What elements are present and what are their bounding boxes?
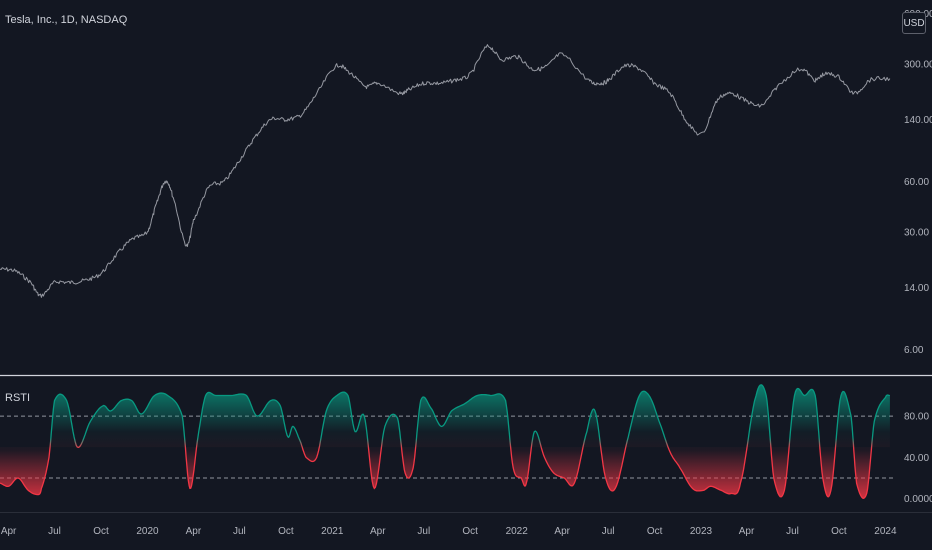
rsti-series-line[interactable]: [0, 384, 890, 499]
x-tick-label: Apr: [370, 526, 386, 537]
x-tick-label: Oct: [831, 526, 847, 537]
x-tick-label: 2023: [690, 526, 713, 537]
symbol-title: Tesla, Inc., 1D, NASDAQ: [5, 14, 128, 26]
x-tick-label: Jul: [48, 526, 61, 537]
x-tick-label: Oct: [278, 526, 294, 537]
x-tick-label: 2024: [874, 526, 897, 537]
x-tick-label: Jul: [233, 526, 246, 537]
rsti-y-tick-label: 40.00: [904, 453, 929, 464]
x-tick-label: Apr: [1, 526, 17, 537]
x-tick-label: Apr: [739, 526, 755, 537]
currency-button[interactable]: USD: [902, 12, 926, 34]
x-tick-label: Apr: [554, 526, 570, 537]
price-series-line[interactable]: [0, 44, 891, 298]
x-tick-label: 2021: [321, 526, 344, 537]
x-tick-label: Oct: [647, 526, 663, 537]
x-tick-label: 2020: [136, 526, 159, 537]
x-tick-label: Oct: [462, 526, 478, 537]
price-y-tick-label: 6.00: [904, 345, 924, 356]
price-y-tick-label: 60.00: [904, 177, 929, 188]
x-tick-label: Oct: [93, 526, 109, 537]
time-x-axis[interactable]: Apr Jul Oct 2020 Apr Jul Oct 2021 Apr Jul Oct 2022 A…: [1, 526, 897, 537]
rsti-y-tick-label: 0.0000: [904, 494, 932, 505]
rsti-y-axis[interactable]: 80.00 40.00 0.0000: [904, 412, 932, 506]
rsti-y-tick-label: 80.00: [904, 412, 929, 423]
x-tick-label: Jul: [786, 526, 799, 537]
price-y-tick-label: 140.00: [904, 115, 932, 126]
rsti-pane[interactable]: [0, 384, 890, 499]
price-y-tick-label: 30.00: [904, 227, 929, 238]
price-y-tick-label: 300.00: [904, 59, 932, 70]
price-y-tick-label: 14.00: [904, 283, 929, 294]
price-pane[interactable]: [0, 44, 891, 298]
x-tick-label: 2022: [506, 526, 529, 537]
indicator-title: RSTI: [5, 392, 31, 404]
x-tick-label: Jul: [602, 526, 615, 537]
rsti-area-fill: [0, 384, 890, 499]
x-tick-label: Apr: [186, 526, 202, 537]
x-tick-label: Jul: [417, 526, 430, 537]
